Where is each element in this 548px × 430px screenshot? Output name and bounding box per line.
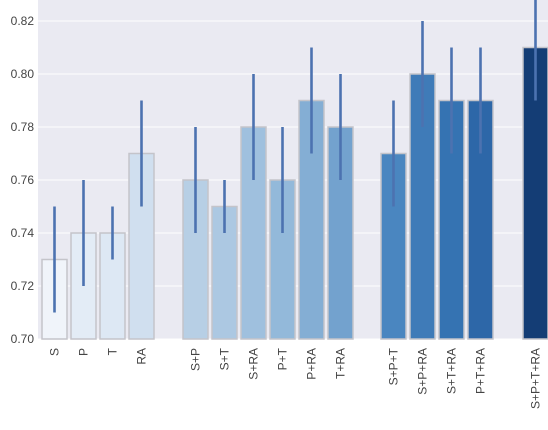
bars bbox=[41, 46, 548, 340]
bar-T+RA bbox=[327, 126, 354, 340]
bar-P+T bbox=[269, 179, 296, 340]
error-bars bbox=[53, 0, 537, 313]
x-tick-label: S+P+RA bbox=[416, 348, 430, 395]
x-tick-label: S+RA bbox=[247, 348, 261, 380]
x-tick-label: S+P bbox=[189, 348, 203, 371]
y-tick-label: 0.80 bbox=[11, 67, 35, 81]
y-tick-label: 0.70 bbox=[11, 332, 35, 346]
y-tick-label: 0.78 bbox=[11, 120, 35, 134]
x-tick-label: T bbox=[106, 347, 120, 355]
x-tick-label: P+RA bbox=[305, 348, 319, 380]
y-tick-label: 0.72 bbox=[11, 279, 35, 293]
x-tick-label: S+P+T+RA bbox=[529, 348, 543, 409]
y-tick-label: 0.82 bbox=[11, 14, 35, 28]
y-tick-label: 0.76 bbox=[11, 173, 35, 187]
x-tick-label: T+RA bbox=[334, 348, 348, 379]
y-tick-label: 0.74 bbox=[11, 226, 35, 240]
x-tick-label: P+T bbox=[276, 347, 290, 370]
x-tick-label: S+T+RA bbox=[445, 348, 459, 394]
x-tick-label: S+T bbox=[218, 347, 232, 370]
x-tick-label: RA bbox=[135, 348, 149, 365]
x-tick-label: P bbox=[77, 348, 91, 356]
x-tick-label: S bbox=[48, 348, 62, 356]
x-axis: S P T RA S+P S+T S+RA P+T P+RA T+RA S+P+T S+P+RA S+T… bbox=[48, 347, 543, 409]
x-tick-label: S+P+T bbox=[387, 347, 401, 385]
y-axis: 0.70 0.72 0.74 0.76 0.78 0.80 0.82 bbox=[11, 14, 35, 346]
bar-T bbox=[99, 232, 126, 340]
x-tick-label: P+T+RA bbox=[474, 348, 488, 394]
